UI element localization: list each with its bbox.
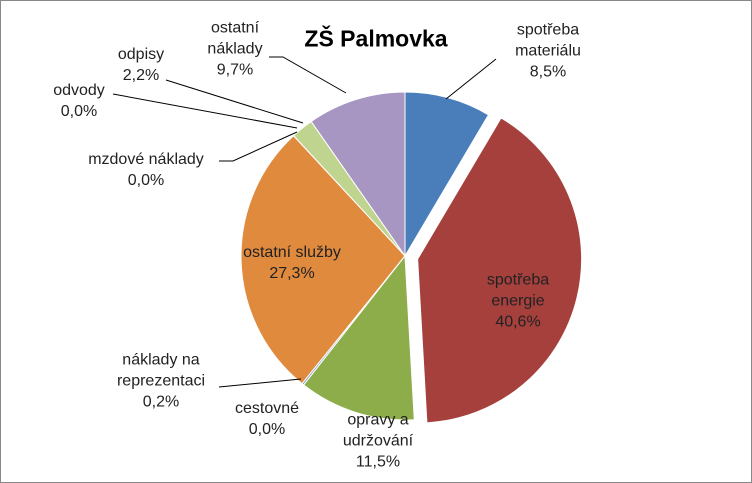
leader-line	[112, 93, 298, 129]
value-label: 8,5%	[529, 63, 567, 81]
value-label: 40,6%	[495, 313, 541, 331]
value-label: 0,0%	[248, 421, 286, 438]
leader-line	[219, 131, 298, 162]
value-label: 0,0%	[60, 103, 98, 120]
data-label: ostatní náklady 9,7%	[190, 18, 280, 81]
data-label: ostatní služby 27,3%	[227, 242, 357, 284]
value-label: 2,2%	[122, 67, 160, 84]
pie-slice	[310, 91, 406, 258]
leader-line	[218, 378, 302, 388]
pie-slice	[302, 254, 415, 421]
data-label: opravy a udržování 11,5%	[328, 410, 428, 473]
data-label: mzdové náklady 0,0%	[71, 149, 221, 191]
category-label: ostatní náklady	[207, 19, 263, 58]
leader-line	[445, 58, 497, 100]
value-label: 11,5%	[355, 453, 401, 471]
value-label: 0,2%	[142, 393, 180, 411]
chart-title: ZŠ Palmovka	[304, 25, 448, 52]
pie-slice	[240, 135, 406, 385]
category-label: odvody	[53, 82, 105, 99]
leader-lines	[112, 56, 497, 388]
category-label: cestovné	[234, 400, 300, 417]
leader-line	[165, 79, 304, 124]
category-label: ostatní služby	[243, 244, 341, 261]
category-label: odpisy	[117, 46, 165, 63]
value-label: 9,7%	[216, 61, 254, 79]
pie-slice	[404, 91, 490, 258]
data-label: odpisy 2,2%	[101, 44, 181, 86]
category-label: spotřeba energie	[486, 271, 550, 310]
category-label: spotřeba materiálu	[515, 21, 581, 60]
data-label: odvody 0,0%	[39, 80, 119, 122]
data-label: spotřeba energie 40,6%	[468, 270, 568, 333]
leader-line	[269, 56, 347, 94]
category-label: náklady na reprezentaci	[116, 351, 206, 390]
category-label: mzdové náklady	[88, 151, 204, 168]
data-label: spotřeba materiálu 8,5%	[498, 20, 598, 83]
category-label: opravy a udržování	[342, 411, 414, 450]
value-label: 27,3%	[269, 265, 315, 282]
data-label: cestovné 0,0%	[222, 398, 312, 440]
pie-slice	[417, 117, 583, 424]
value-label: 0,0%	[127, 172, 165, 189]
data-label: náklady na reprezentaci 0,2%	[91, 350, 231, 413]
